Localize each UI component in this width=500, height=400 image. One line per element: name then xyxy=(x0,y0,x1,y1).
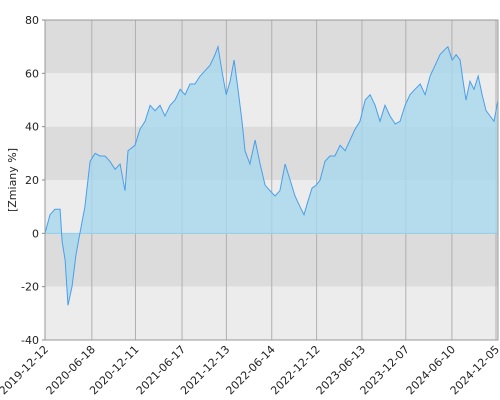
y-axis-label: [Zmiany %] xyxy=(6,148,19,212)
y-tick-label: -40 xyxy=(21,334,39,347)
y-tick-label: 20 xyxy=(25,174,39,187)
y-tick-label: 80 xyxy=(25,14,39,27)
y-tick-label: 40 xyxy=(25,121,39,134)
y-tick-label: 60 xyxy=(25,67,39,80)
plot-frame xyxy=(44,19,499,341)
line xyxy=(44,44,499,306)
y-tick-label: -20 xyxy=(21,281,39,294)
area xyxy=(45,46,498,306)
y-tick-label: 0 xyxy=(32,227,39,240)
